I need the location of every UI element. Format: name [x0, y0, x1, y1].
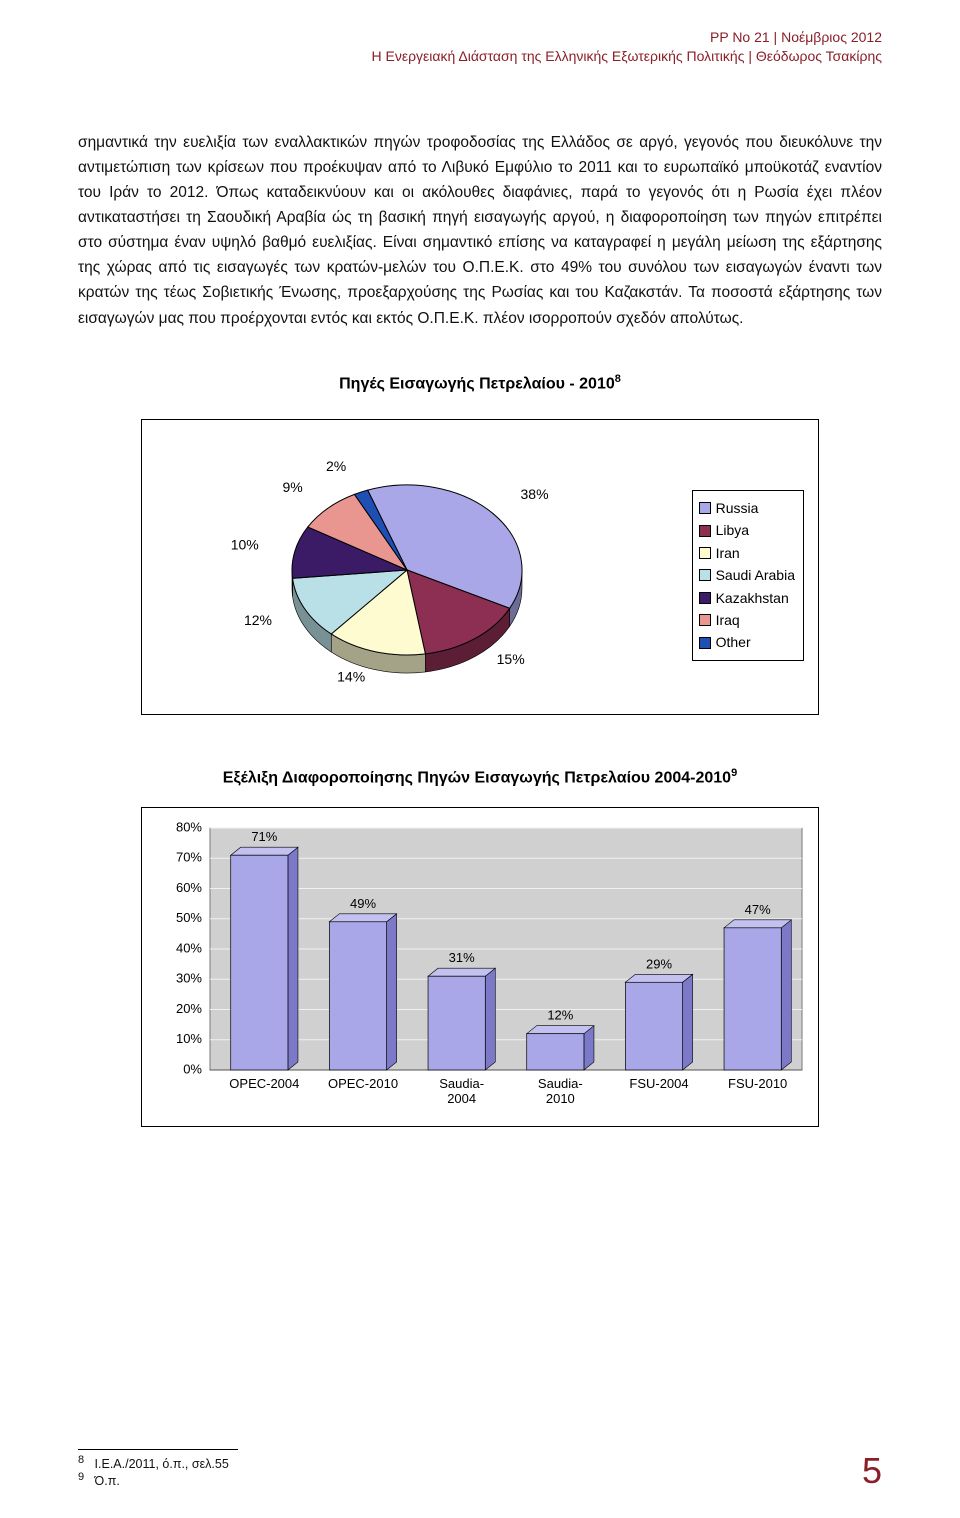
y-axis-tick-label: 40%	[176, 941, 202, 956]
legend-swatch	[699, 637, 711, 649]
pie-slice-label: 12%	[244, 612, 272, 628]
bar	[231, 856, 288, 1071]
legend-swatch	[699, 547, 711, 559]
footnote-rule	[78, 1449, 238, 1450]
legend-swatch	[699, 592, 711, 604]
legend-label: Kazakhstan	[716, 587, 789, 609]
legend-label: Iraq	[716, 609, 740, 631]
bar	[428, 977, 485, 1071]
page-header: PP No 21 | Νοέμβριος 2012 Η Ενεργειακή Δ…	[78, 28, 882, 66]
y-axis-tick-label: 30%	[176, 971, 202, 986]
pie-slice-label: 2%	[326, 458, 346, 474]
y-axis-tick-label: 80%	[176, 820, 202, 835]
x-axis-tick-label: OPEC-2010	[328, 1076, 398, 1091]
legend-item: Saudi Arabia	[699, 564, 795, 586]
pie-slice-label: 15%	[497, 651, 525, 667]
page-number: 5	[862, 1450, 882, 1492]
x-axis-tick-label: OPEC-2004	[229, 1076, 299, 1091]
bar	[329, 922, 386, 1070]
y-axis-tick-label: 50%	[176, 911, 202, 926]
bar-value-label: 12%	[547, 1008, 573, 1023]
legend-label: Iran	[716, 542, 740, 564]
bar	[625, 983, 682, 1071]
legend-item: Iran	[699, 542, 795, 564]
y-axis-tick-label: 0%	[183, 1062, 202, 1077]
header-line-1: PP No 21 | Νοέμβριος 2012	[78, 28, 882, 47]
bar	[527, 1034, 584, 1070]
pie-chart-container: 38% 15% 14% 12% 10% 9% 2% RussiaLibyaIranSaudi…	[141, 419, 819, 715]
legend-swatch	[699, 525, 711, 537]
pie-chart-legend: RussiaLibyaIranSaudi ArabiaKazakhstanIra…	[692, 490, 804, 661]
pie-slice-label: 38%	[521, 486, 549, 502]
y-axis-tick-label: 60%	[176, 880, 202, 895]
bar-chart-footnote-ref: 9	[731, 767, 737, 779]
bar-chart-title-text: Εξέλιξη Διαφοροποίησης Πηγών Εισαγωγής Π…	[223, 769, 731, 786]
legend-item: Russia	[699, 497, 795, 519]
x-axis-tick-label: FSU-2010	[728, 1076, 787, 1091]
bar	[724, 928, 781, 1070]
legend-item: Kazakhstan	[699, 587, 795, 609]
footnote-2-num: 9	[78, 1471, 84, 1483]
bar-value-label: 47%	[745, 902, 771, 917]
x-axis-tick-label: Saudia-	[439, 1076, 484, 1091]
footnote-1-text: Ι.Ε.Α./2011, ό.π., σελ.55	[95, 1457, 229, 1471]
legend-item: Libya	[699, 519, 795, 541]
x-axis-tick-label: FSU-2004	[629, 1076, 688, 1091]
legend-label: Saudi Arabia	[716, 564, 795, 586]
pie-slice-label: 14%	[337, 669, 365, 685]
y-axis-tick-label: 20%	[176, 1001, 202, 1016]
footnote-2-text: Ό.π.	[95, 1474, 120, 1488]
x-axis-tick-label: 2010	[546, 1091, 575, 1106]
legend-item: Iraq	[699, 609, 795, 631]
legend-item: Other	[699, 631, 795, 653]
legend-label: Other	[716, 631, 751, 653]
footnote-2: 9 Ό.π.	[78, 1471, 238, 1488]
legend-label: Libya	[716, 519, 749, 541]
legend-swatch	[699, 614, 711, 626]
y-axis-tick-label: 70%	[176, 850, 202, 865]
x-axis-tick-label: Saudia-	[538, 1076, 583, 1091]
bar-chart-container: 0% 10% 20% 30% 40% 50% 60% 70% 80% 71% OPEC-2004 49…	[141, 807, 819, 1127]
footnote-1: 8 Ι.Ε.Α./2011, ό.π., σελ.55	[78, 1454, 238, 1471]
pie-slice-label: 10%	[231, 537, 259, 553]
bar-value-label: 49%	[350, 896, 376, 911]
legend-label: Russia	[716, 497, 759, 519]
bar-chart-title: Εξέλιξη Διαφοροποίησης Πηγών Εισαγωγής Π…	[78, 767, 882, 787]
bar-chart-svg: 0% 10% 20% 30% 40% 50% 60% 70% 80% 71% OPEC-2004 49…	[142, 808, 820, 1128]
bar-value-label: 31%	[449, 951, 475, 966]
body-paragraph: σημαντικά την ευελιξία των εναλλακτικών …	[78, 130, 882, 331]
pie-slice-label: 9%	[282, 479, 302, 495]
header-line-2: Η Ενεργειακή Διάσταση της Ελληνικής Εξωτ…	[78, 47, 882, 66]
pie-chart-title-text: Πηγές Εισαγωγής Πετρελαίου - 2010	[339, 375, 615, 392]
bar-value-label: 29%	[646, 957, 672, 972]
bar-value-label: 71%	[251, 830, 277, 845]
legend-swatch	[699, 502, 711, 514]
pie-chart-title: Πηγές Εισαγωγής Πετρελαίου - 20108	[78, 373, 882, 393]
y-axis-tick-label: 10%	[176, 1032, 202, 1047]
footnotes: 8 Ι.Ε.Α./2011, ό.π., σελ.55 9 Ό.π.	[78, 1449, 238, 1488]
x-axis-tick-label: 2004	[447, 1091, 476, 1106]
pie-chart-footnote-ref: 8	[615, 373, 621, 385]
legend-swatch	[699, 569, 711, 581]
footnote-1-num: 8	[78, 1454, 84, 1466]
